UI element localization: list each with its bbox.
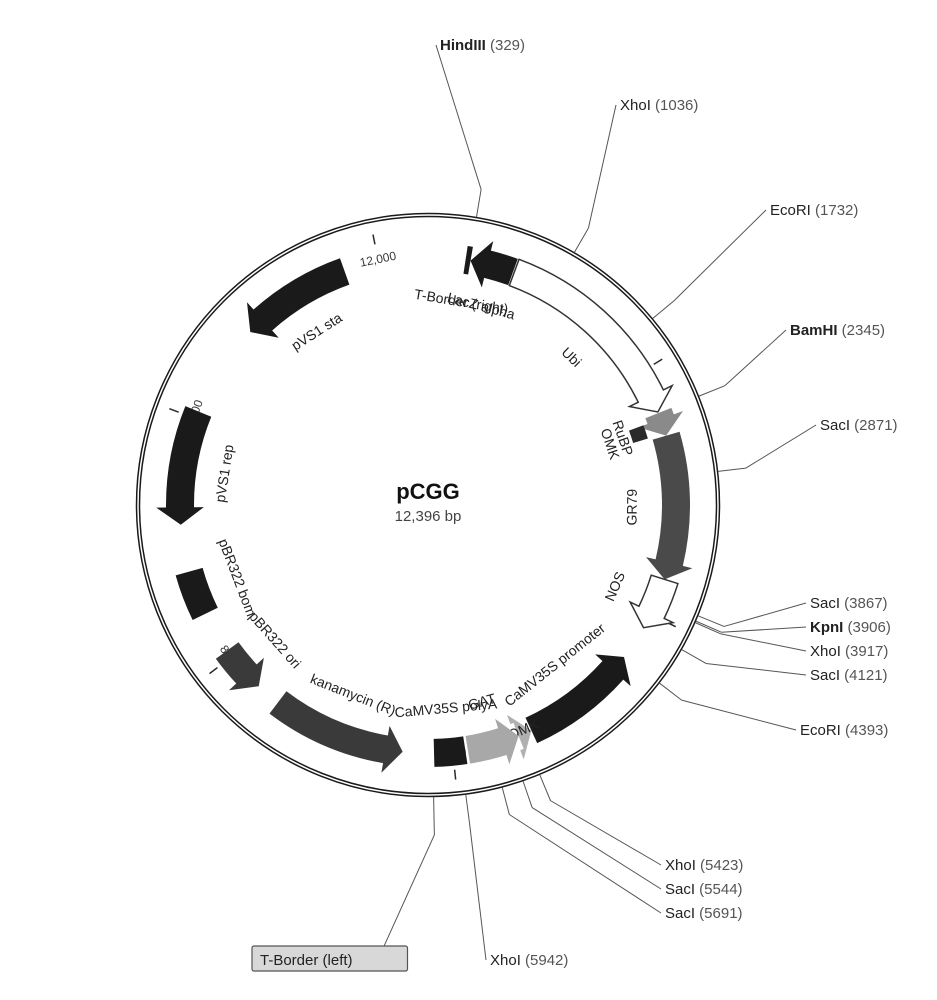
plasmid-name: pCGG	[396, 479, 460, 504]
restriction-site-label: BamHI (2345)	[790, 322, 885, 339]
restriction-site-label: EcoRI (4393)	[800, 722, 888, 739]
restriction-site-label: KpnI (3906)	[810, 619, 891, 636]
feature-camv35s-polya	[434, 736, 468, 767]
restriction-site-label: SacI (2871)	[820, 417, 898, 434]
plasmid-map-container: 200040006000800010,00012,000LacZ alphaT-…	[0, 0, 937, 1000]
restriction-site-label: SacI (5691)	[665, 905, 743, 922]
t-border-left-label: T-Border (left)	[260, 952, 353, 969]
scale-tick	[455, 770, 456, 780]
restriction-site-label: HindIII (329)	[440, 37, 525, 54]
feature-label: GR79	[623, 489, 639, 526]
restriction-site-label: XhoI (1036)	[620, 97, 698, 114]
restriction-site-label: XhoI (5423)	[665, 857, 743, 874]
plasmid-size: 12,396 bp	[395, 508, 462, 525]
restriction-site-label: EcoRI (1732)	[770, 202, 858, 219]
restriction-site-label: SacI (5544)	[665, 881, 743, 898]
plasmid-map: 200040006000800010,00012,000LacZ alphaT-…	[0, 0, 937, 1000]
restriction-site-label: SacI (4121)	[810, 667, 888, 684]
restriction-site-label: SacI (3867)	[810, 595, 888, 612]
restriction-site-label: XhoI (3917)	[810, 643, 888, 660]
restriction-site-label: XhoI (5942)	[490, 952, 568, 969]
